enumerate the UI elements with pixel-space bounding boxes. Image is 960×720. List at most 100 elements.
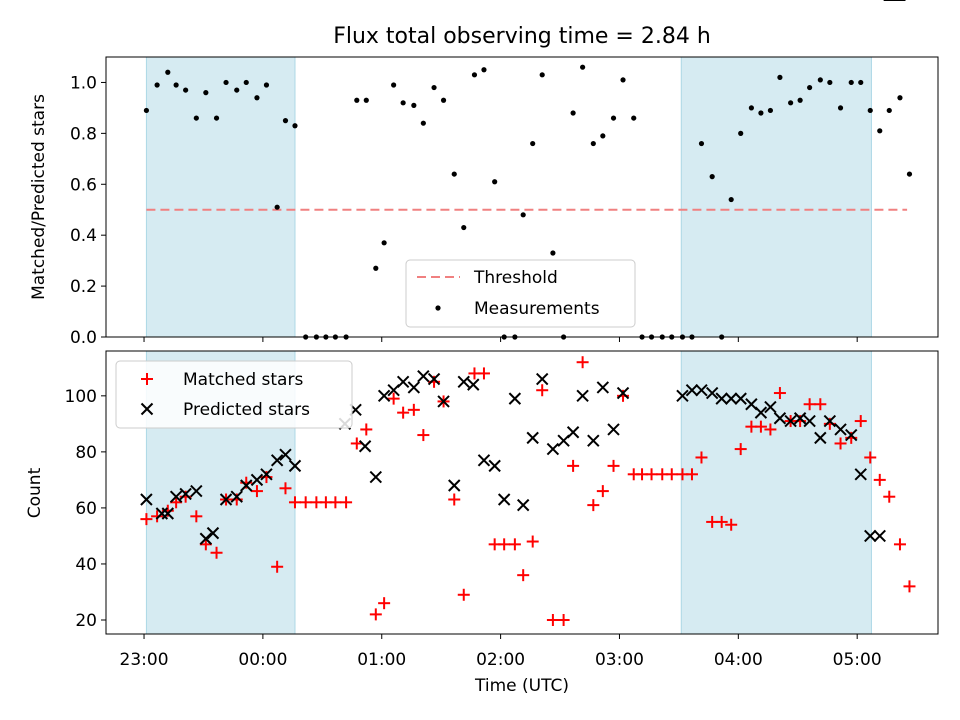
measurement-point	[165, 69, 171, 75]
matched-star-point	[340, 496, 353, 509]
predicted-star-point	[724, 392, 738, 405]
x-stroke-b	[734, 392, 747, 405]
top-legend: Threshold Measurements	[405, 259, 636, 328]
measurement-point	[550, 250, 556, 256]
top-y-ticks: 0.0 0.2 0.4 0.6 0.8 1.0	[70, 73, 106, 348]
predicted-star-point	[199, 532, 213, 545]
top-panel: 0.0 0.2 0.4 0.6 0.8 1.0 Matched/Predicted sta…	[29, 56, 939, 348]
bottom-legend-box	[115, 360, 353, 429]
measurement-point	[461, 224, 467, 231]
matched-star-point	[457, 588, 470, 601]
x-stroke-b	[279, 448, 292, 461]
measurement-point	[193, 115, 199, 121]
measurement-point	[173, 82, 179, 88]
x-stroke-b	[773, 412, 787, 425]
x-stroke-b	[369, 470, 383, 484]
x-stroke-b	[377, 389, 391, 403]
predicted-star-point	[467, 378, 480, 391]
x-stroke-b	[745, 398, 758, 411]
y-tick-label: 0.2	[70, 277, 97, 297]
matched-star-point	[587, 499, 600, 512]
predicted-star-point	[161, 507, 175, 520]
measurement-point	[767, 107, 774, 114]
predicted-star-point	[488, 459, 501, 473]
x-tick-label: 03:00	[595, 650, 644, 670]
predicted-star-point	[219, 493, 233, 506]
x-stroke-b	[457, 375, 470, 389]
matched-star-point	[387, 392, 400, 405]
x-stroke-b	[516, 498, 530, 512]
predicted-star-point	[497, 493, 511, 506]
matched-star-point	[360, 423, 373, 436]
top-y-axis-label: Matched/Predicted stars	[29, 94, 49, 300]
x-stroke-b	[270, 454, 284, 467]
legend-predicted-label: Predicted stars	[183, 400, 310, 420]
predicted-star-point	[546, 442, 560, 456]
x-stroke-b	[803, 414, 816, 428]
matched-star-point	[378, 597, 391, 610]
matched-star-point	[557, 613, 570, 626]
matched-star-point	[546, 613, 559, 626]
matched-star-point	[288, 496, 301, 509]
predicted-stars-points	[140, 0, 906, 545]
matched-star-point	[883, 490, 896, 503]
predicted-star-point	[250, 473, 264, 487]
matched-star-point	[279, 482, 292, 495]
matched-star-point	[271, 560, 284, 573]
matched-star-point	[764, 423, 777, 436]
matched-star-point	[170, 496, 183, 509]
predicted-star-point	[427, 372, 441, 386]
predicted-star-point	[773, 412, 787, 425]
x-tick-label: 00:00	[238, 650, 287, 670]
predicted-star-point	[179, 487, 192, 501]
predicted-star-point	[288, 459, 302, 473]
x-stroke-b	[467, 378, 480, 391]
measurement-point	[610, 115, 617, 121]
x-stroke-b	[240, 479, 253, 492]
matched-star-point	[417, 429, 430, 442]
predicted-star-point	[784, 414, 797, 428]
y-tick-label: 100	[65, 387, 97, 407]
predicted-star-point	[834, 423, 847, 436]
predicted-star-point	[526, 431, 539, 445]
x-stroke-b	[535, 372, 549, 386]
x-stroke-b	[230, 490, 243, 503]
measurement-point	[381, 240, 387, 246]
matched-star-point	[250, 485, 263, 498]
matched-star-point	[734, 443, 747, 456]
predicted-star-point	[190, 484, 203, 498]
y-tick-label: 0.4	[70, 226, 97, 246]
measurement-point	[620, 77, 626, 83]
measurement-point	[451, 171, 457, 177]
matched-star-point	[864, 451, 877, 464]
predicted-star-point	[477, 454, 491, 467]
predicted-star-point	[140, 493, 153, 506]
x-stroke-b	[250, 473, 264, 487]
measurement-point	[373, 265, 379, 271]
predicted-star-point	[754, 406, 768, 419]
x-stroke-b	[508, 392, 522, 405]
matched-star-point	[407, 403, 420, 416]
measurement-point	[590, 140, 596, 147]
measurement-point	[797, 97, 803, 103]
predicted-star-point	[596, 381, 610, 394]
matched-star-point	[834, 437, 847, 450]
matched-star-point	[665, 468, 678, 481]
legend-matched-label: Matched stars	[183, 370, 303, 390]
measurement-point	[570, 110, 576, 116]
matched-star-point	[329, 496, 342, 509]
measurement-point	[471, 72, 478, 78]
measurement-point	[154, 82, 160, 88]
matched-star-point	[685, 468, 698, 481]
matched-star-point	[190, 510, 203, 523]
y-tick-label: 20	[75, 611, 97, 631]
predicted-star-point	[448, 479, 461, 492]
legend-predicted-marker	[140, 402, 154, 416]
predicted-star-point	[508, 392, 522, 405]
y-tick-label: 0.6	[70, 175, 97, 195]
y-tick-label: 60	[75, 499, 97, 519]
measurement-point	[906, 171, 913, 177]
matched-star-point	[397, 406, 410, 419]
matched-star-point	[448, 493, 461, 506]
measurement-point	[400, 100, 406, 106]
